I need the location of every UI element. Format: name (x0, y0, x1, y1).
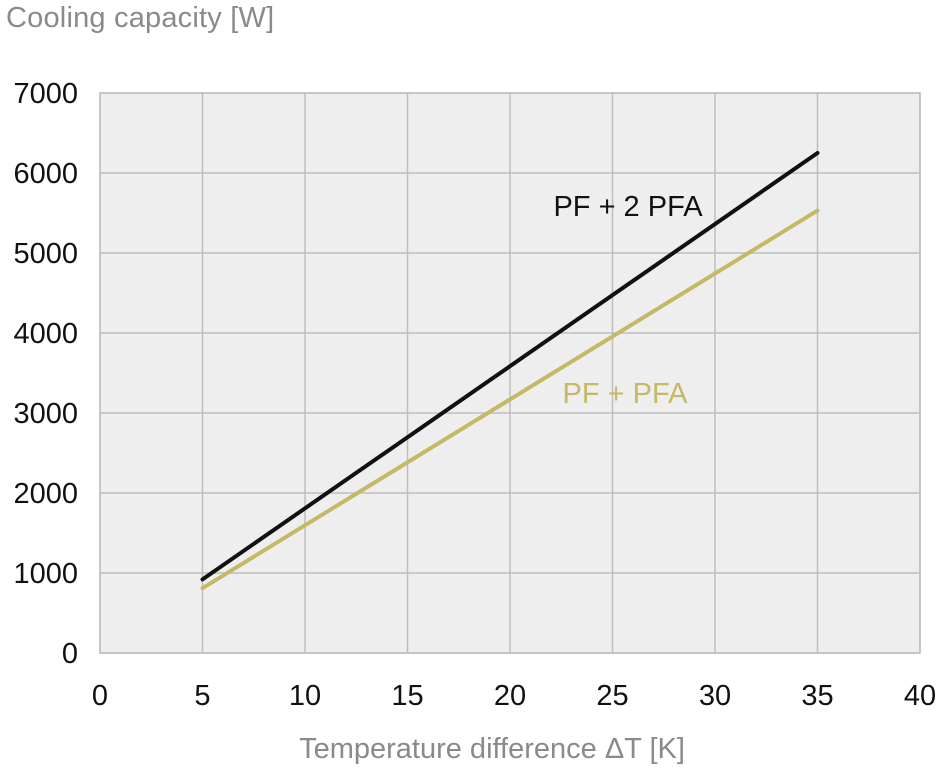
y-axis-title: Cooling capacity [W] (6, 2, 275, 34)
x-tick-label: 0 (92, 680, 108, 712)
x-tick-label: 35 (801, 680, 833, 712)
y-tick-label: 5000 (13, 238, 78, 270)
x-tick-label: 15 (391, 680, 423, 712)
x-axis-title: Temperature difference ΔT [K] (299, 733, 685, 765)
x-tick-label: 10 (289, 680, 321, 712)
y-tick-label: 1000 (13, 558, 78, 590)
x-tick-label: 5 (194, 680, 210, 712)
x-tick-label: 40 (904, 680, 936, 712)
y-tick-label: 6000 (13, 158, 78, 190)
x-tick-label: 20 (494, 680, 526, 712)
series-line-2 (200, 208, 820, 591)
y-tick-label: 2000 (13, 478, 78, 510)
series-label-2: PF + PFA (563, 378, 689, 410)
y-tick-label: 7000 (13, 78, 78, 110)
y-tick-label: 0 (62, 638, 78, 670)
plot-frame (99, 92, 921, 654)
y-tick-label: 4000 (13, 318, 78, 350)
x-tick-label: 30 (699, 680, 731, 712)
y-tick-label: 3000 (13, 398, 78, 430)
series-line-1 (200, 151, 820, 582)
series-label-1: PF + 2 PFA (553, 191, 703, 223)
x-tick-label: 25 (596, 680, 628, 712)
